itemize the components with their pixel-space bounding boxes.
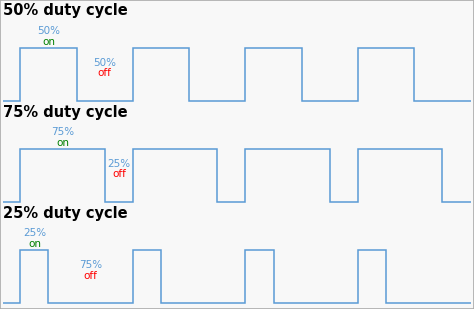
Text: off: off	[112, 169, 126, 180]
Text: on: on	[28, 239, 41, 249]
Text: 75% duty cycle: 75% duty cycle	[3, 105, 128, 120]
Text: 75%: 75%	[51, 127, 74, 137]
Text: 25%: 25%	[23, 228, 46, 238]
Text: 50%: 50%	[93, 58, 116, 68]
Text: off: off	[98, 68, 112, 78]
Text: 25% duty cycle: 25% duty cycle	[3, 206, 128, 221]
Text: 25%: 25%	[107, 159, 130, 169]
Text: off: off	[84, 271, 98, 281]
Text: 50% duty cycle: 50% duty cycle	[3, 3, 128, 19]
Text: on: on	[42, 36, 55, 47]
Text: 50%: 50%	[37, 26, 60, 36]
Text: 75%: 75%	[79, 260, 102, 270]
Text: on: on	[56, 138, 69, 148]
